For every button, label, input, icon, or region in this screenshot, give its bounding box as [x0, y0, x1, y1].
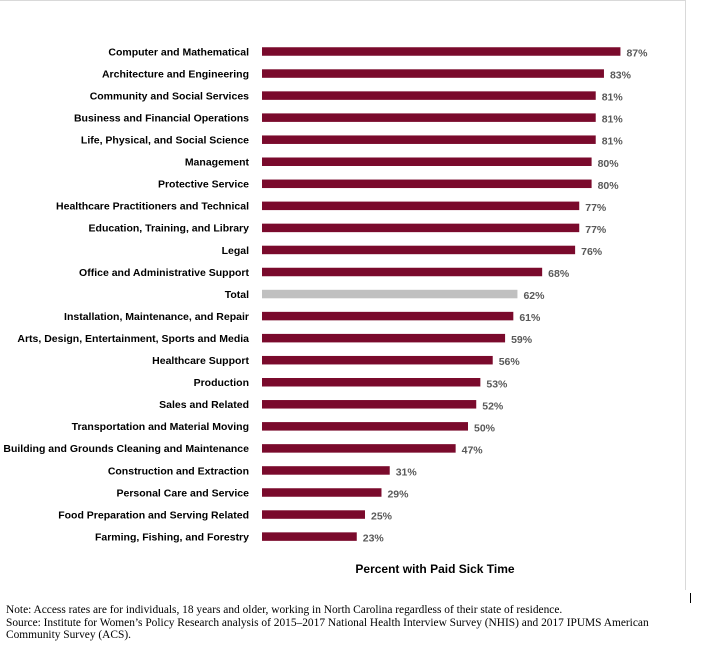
category-label-management: Management: [185, 157, 250, 169]
bar-architecture-and-engineering: [262, 69, 604, 78]
category-label-community-and-social-services: Community and Social Services: [90, 90, 249, 102]
value-label-sales-and-related: 52%: [482, 400, 504, 412]
bars: [262, 47, 621, 541]
bar-arts-design-entertainment-sports-and-media: [262, 333, 506, 343]
bar-building-and-grounds-cleaning-and-maintenance: [262, 444, 456, 453]
category-label-business-and-financial-operations: Business and Financial Operations: [74, 112, 249, 124]
source-text: Source: Institute for Women’s Policy Res…: [6, 616, 649, 642]
value-label-management: 80%: [598, 158, 620, 170]
bar-education-training-and-library: [262, 223, 580, 233]
chart-notes: Note: Access rates are for individuals, …: [6, 604, 698, 642]
category-label-farming-fishing-and-forestry: Farming, Fishing, and Forestry: [95, 531, 249, 543]
value-label-healthcare-support: 56%: [499, 356, 521, 368]
x-axis-label: Percent with Paid Sick Time: [355, 562, 514, 576]
value-label-production: 53%: [486, 378, 508, 390]
category-label-legal: Legal: [222, 245, 250, 257]
bar-management: [262, 157, 592, 166]
bar-transportation-and-material-moving: [262, 422, 468, 431]
value-label-installation-maintenance-and-repair: 61%: [519, 312, 541, 324]
value-label-total: 62%: [523, 290, 545, 302]
category-label-transportation-and-material-moving: Transportation and Material Moving: [72, 421, 249, 433]
category-label-computer-and-mathematical: Computer and Mathematical: [108, 46, 249, 58]
category-label-life-physical-and-social-science: Life, Physical, and Social Science: [81, 135, 249, 147]
value-labels: 87% 83% 81% 81% 81% 80% 80% 77% 77% 76% 68%62% 61% 5…: [363, 48, 648, 545]
bar-chart: Computer and Mathematical Architecture an…: [3, 46, 648, 576]
category-label-office-and-administrative-support: Office and Administrative Support: [79, 267, 249, 279]
category-label-construction-and-extraction: Construction and Extraction: [108, 465, 249, 477]
value-label-construction-and-extraction: 31%: [396, 466, 418, 478]
category-label-healthcare-support: Healthcare Support: [152, 355, 249, 367]
bar-protective-service: [262, 179, 592, 189]
bar-food-preparation-and-serving-related: [262, 510, 365, 519]
bar-sales-and-related: [262, 400, 477, 409]
note-text: Note: Access rates are for individuals, …: [6, 604, 563, 616]
value-label-computer-and-mathematical: 87%: [626, 48, 648, 60]
value-label-building-and-grounds-cleaning-and-maintenance: 47%: [462, 444, 484, 456]
value-label-arts-design-entertainment-sports-and-media: 59%: [511, 334, 533, 346]
bar-life-physical-and-social-science: [262, 135, 596, 144]
category-labels: Computer and Mathematical Architecture an…: [3, 46, 249, 543]
bar-farming-fishing-and-forestry: [262, 532, 357, 541]
category-label-personal-care-and-service: Personal Care and Service: [117, 487, 250, 499]
bar-business-and-financial-operations: [262, 113, 596, 122]
bar-community-and-social-services: [262, 91, 596, 100]
divider-mark: [690, 593, 691, 603]
category-label-healthcare-practitioners-and-technical: Healthcare Practitioners and Technical: [56, 201, 249, 213]
bar-personal-care-and-service: [262, 488, 382, 497]
category-label-production: Production: [194, 377, 249, 389]
category-label-food-preparation-and-serving-related: Food Preparation and Serving Related: [58, 509, 249, 521]
category-label-education-training-and-library: Education, Training, and Library: [89, 223, 250, 235]
value-label-healthcare-practitioners-and-technical: 77%: [585, 202, 607, 214]
category-label-total: Total: [225, 289, 249, 301]
bar-construction-and-extraction: [262, 466, 390, 475]
value-label-community-and-social-services: 81%: [602, 92, 624, 104]
bar-computer-and-mathematical: [262, 47, 621, 56]
value-label-office-and-administrative-support: 68%: [548, 268, 570, 280]
bar-office-and-administrative-support: [262, 267, 543, 277]
category-label-protective-service: Protective Service: [158, 179, 249, 191]
value-label-transportation-and-material-moving: 50%: [474, 422, 496, 434]
value-label-business-and-financial-operations: 81%: [602, 114, 624, 126]
bar-installation-maintenance-and-repair: [262, 311, 514, 321]
bar-legal: [262, 245, 576, 255]
value-label-personal-care-and-service: 29%: [387, 489, 409, 501]
bar-production: [262, 378, 481, 387]
category-label-architecture-and-engineering: Architecture and Engineering: [102, 68, 249, 80]
value-label-architecture-and-engineering: 83%: [610, 70, 632, 82]
category-label-arts-design-entertainment-sports-and-media: Arts, Design, Entertainment, Sports and …: [17, 333, 249, 345]
value-label-farming-fishing-and-forestry: 23%: [363, 533, 385, 545]
category-label-building-and-grounds-cleaning-and-maintenance: Building and Grounds Cleaning and Mainte…: [3, 443, 249, 455]
bar-healthcare-support: [262, 355, 493, 365]
value-label-education-training-and-library: 77%: [585, 224, 607, 236]
bar-total: [262, 289, 518, 299]
chart-frame: [0, 0, 686, 590]
category-label-installation-maintenance-and-repair: Installation, Maintenance, and Repair: [64, 311, 249, 323]
value-label-life-physical-and-social-science: 81%: [602, 136, 624, 148]
value-label-protective-service: 80%: [598, 180, 620, 192]
category-label-sales-and-related: Sales and Related: [159, 399, 249, 411]
value-label-food-preparation-and-serving-related: 25%: [371, 511, 393, 523]
bar-healthcare-practitioners-and-technical: [262, 201, 580, 211]
value-label-legal: 76%: [581, 246, 603, 258]
